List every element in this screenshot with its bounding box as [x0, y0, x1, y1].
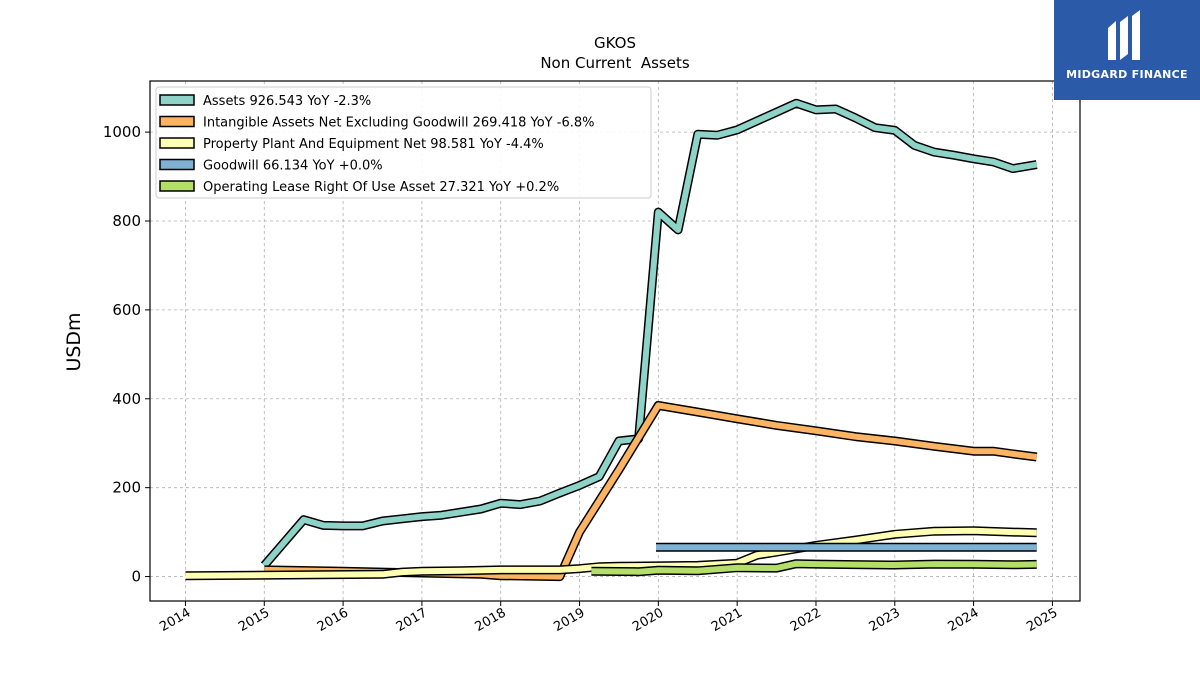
x-tick-label: 2021: [709, 605, 745, 635]
y-tick-label: 0: [131, 568, 141, 586]
x-tick-label: 2019: [551, 605, 587, 635]
x-tick-label: 2022: [788, 605, 824, 635]
legend-entry: Goodwill 66.134 YoY +0.0%: [203, 159, 383, 174]
x-tick-label: 2024: [945, 605, 981, 635]
brand-logo: MIDGARD FINANCE: [1054, 0, 1200, 100]
x-tick-label: 2016: [315, 605, 351, 635]
x-tick-label: 2018: [473, 605, 509, 635]
series-line-assets: [262, 100, 1038, 568]
x-tick-label: 2014: [157, 605, 193, 635]
legend: Assets 926.543 YoY -2.3% Intangible Asset…: [155, 86, 652, 199]
y-axis-label: USDm: [63, 312, 85, 371]
legend-entry: Intangible Assets Net Excluding Goodwill…: [203, 116, 594, 131]
x-tick-label: 2023: [867, 605, 903, 635]
legend-swatch: [159, 180, 195, 192]
y-tick-label: 800: [112, 212, 141, 230]
midgard-logo-icon: [1108, 10, 1140, 60]
plot-frame: [149, 80, 1081, 602]
legend-swatch: [159, 115, 195, 128]
series-line-operating-lease-right-of-use-asset: [591, 560, 1037, 575]
y-tick-label: 200: [112, 479, 141, 497]
chart-title: GKOS: [594, 34, 636, 52]
x-tick-label: 2017: [394, 605, 430, 635]
series-lines: [185, 98, 1038, 582]
legend-entry: Property Plant And Equipment Net 98.581 …: [203, 137, 544, 152]
legend-entry: Assets 926.543 YoY -2.3%: [203, 94, 371, 109]
x-axis: 2014 2015 2016 2017 2018 2019 2020 2021 2022 2023…: [157, 601, 1060, 635]
y-axis: 0 200 400 600 800 1000: [103, 123, 150, 586]
legend-entry: Operating Lease Right Of Use Asset 27.32…: [203, 180, 559, 195]
x-tick-label: 2020: [630, 605, 666, 635]
x-tick-label: 2025: [1024, 605, 1060, 635]
chart-subtitle: Non Current Assets: [540, 54, 690, 72]
y-tick-label: 1000: [103, 123, 141, 141]
brand-name: MIDGARD FINANCE: [1066, 68, 1188, 81]
legend-swatch: [159, 94, 195, 106]
x-tick-label: 2015: [236, 605, 272, 635]
y-tick-label: 400: [112, 390, 141, 408]
series-line-property-plant-and-equipment-net: [185, 527, 1037, 579]
legend-swatch: [159, 158, 195, 171]
y-tick-label: 600: [112, 301, 141, 319]
legend-swatch: [159, 137, 195, 149]
legend-frame: [155, 86, 652, 199]
